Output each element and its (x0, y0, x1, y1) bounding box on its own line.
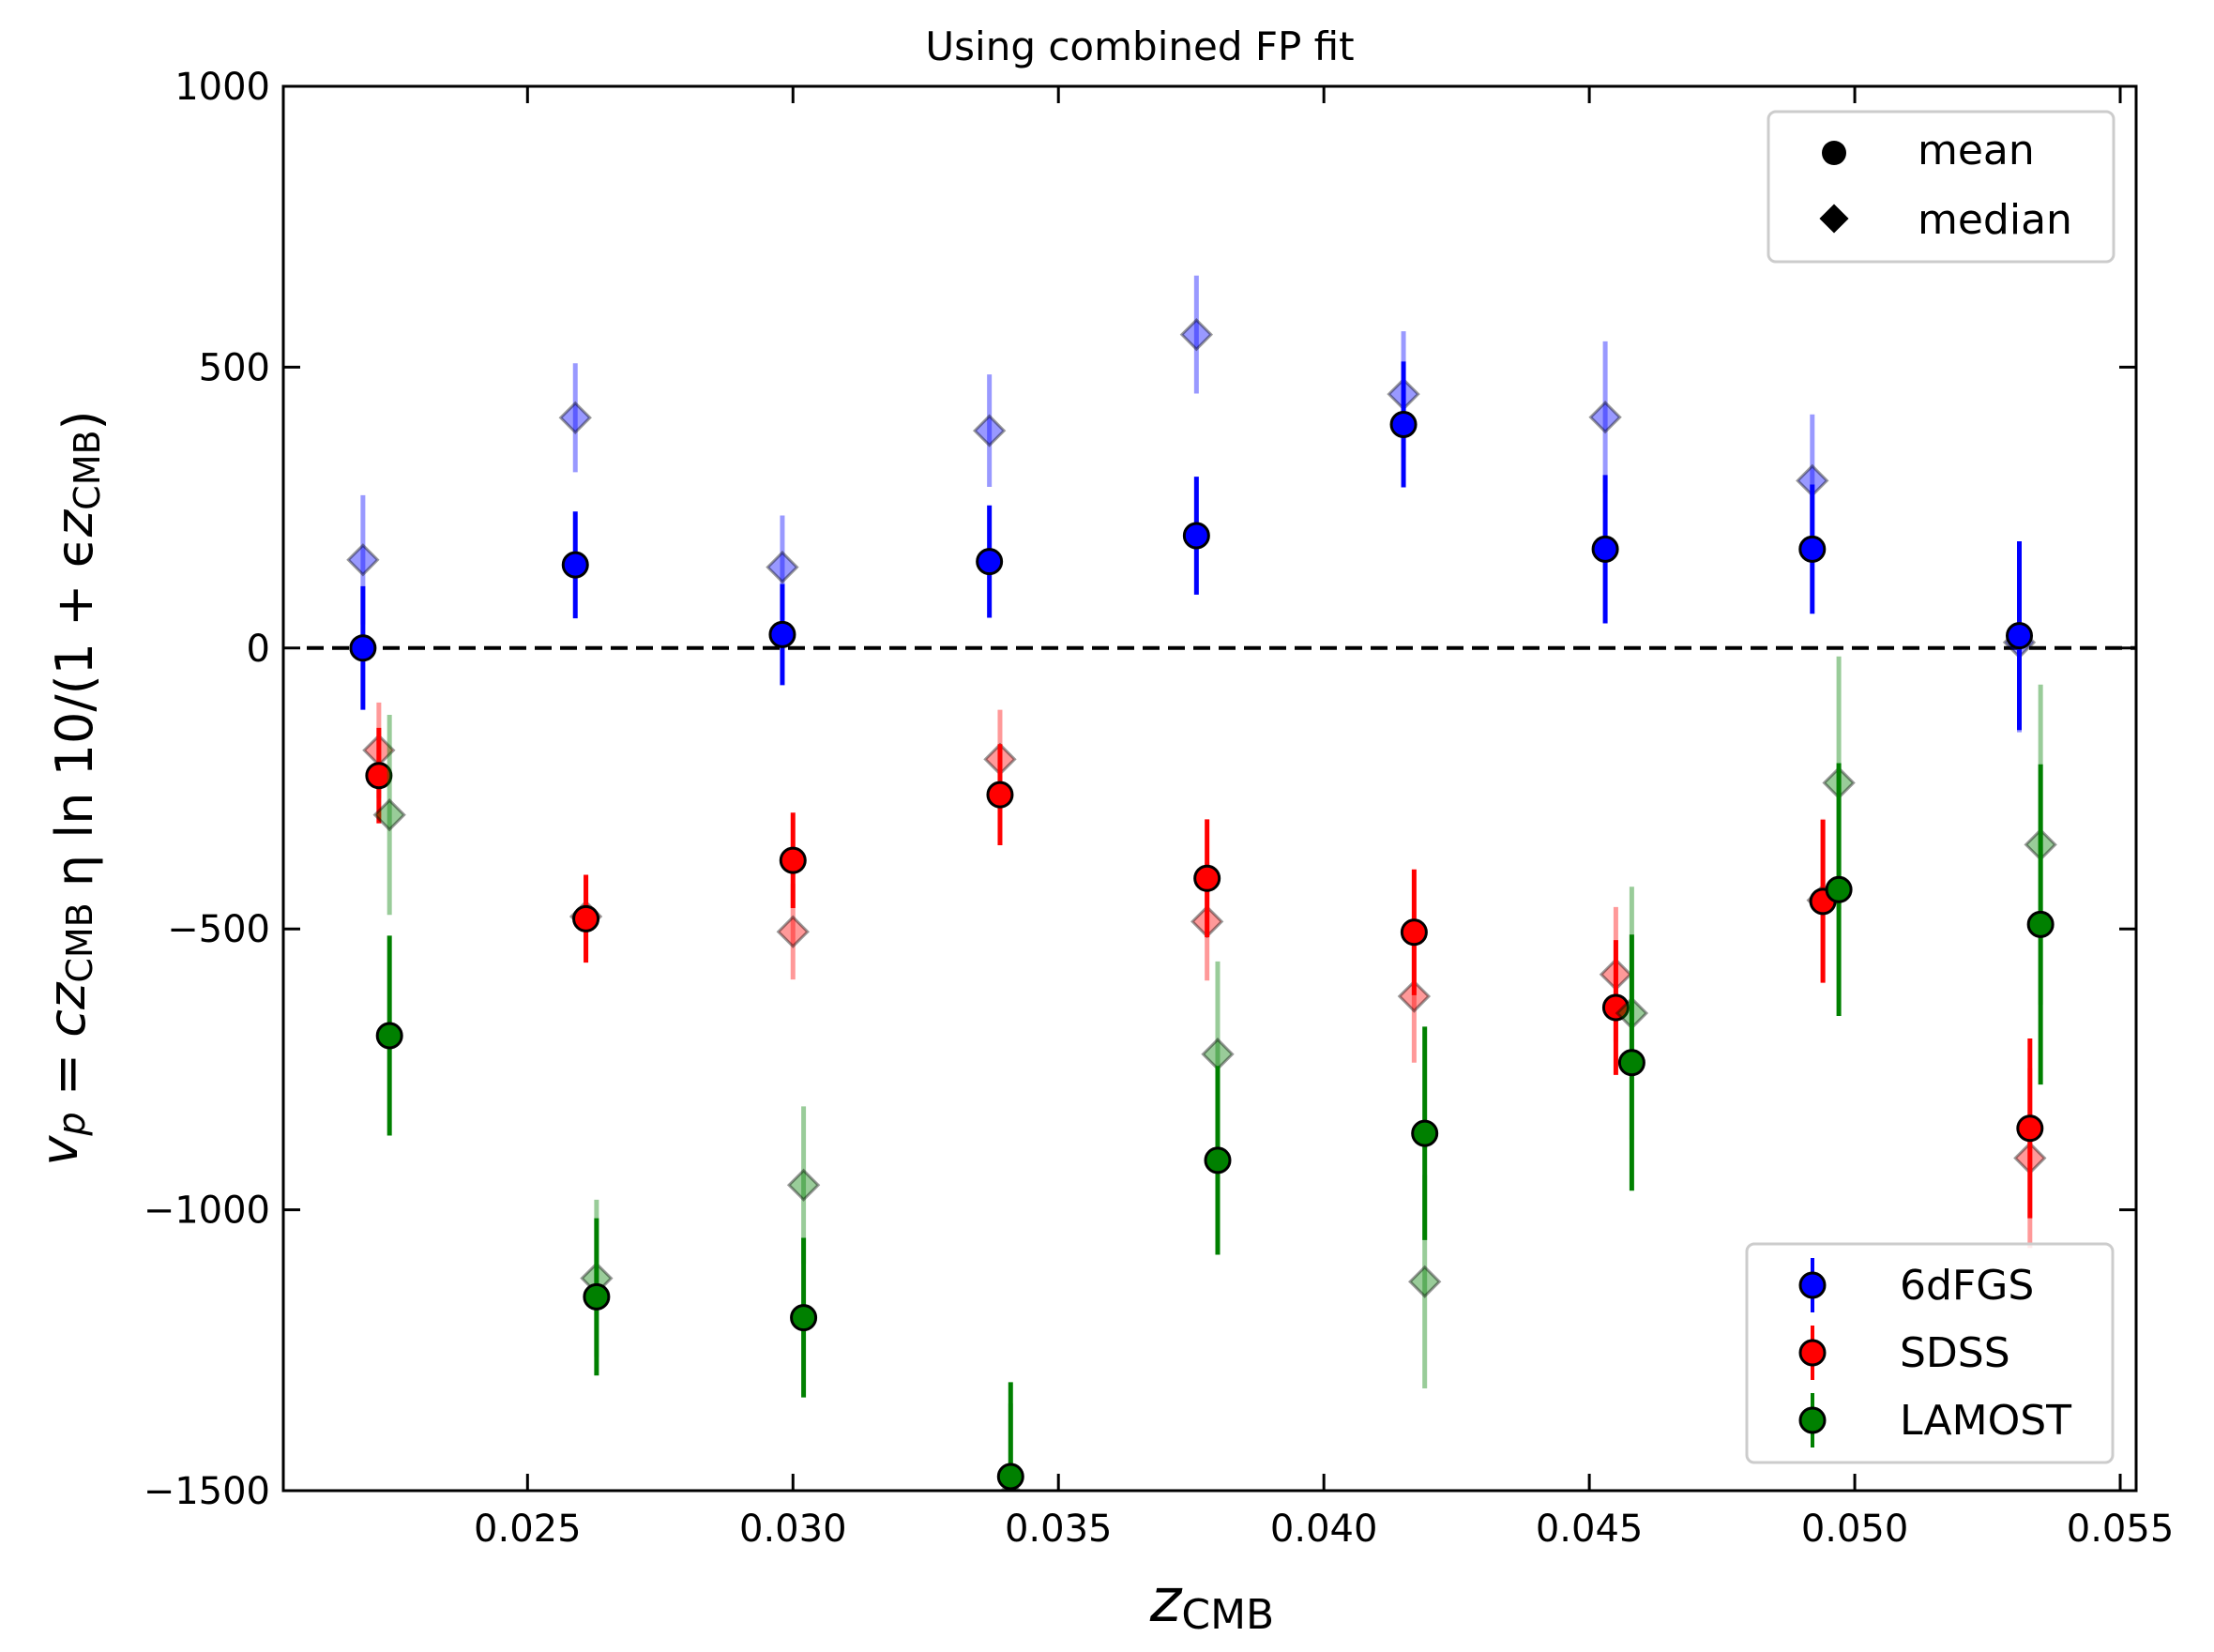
sdss-mean-point (572, 904, 600, 932)
x-axis-label-sub: CMB (1181, 1591, 1274, 1639)
6dfgs-median-point (346, 543, 380, 577)
y-tick-label: −500 (167, 908, 270, 951)
legend-6dfgs-label: 6dFGS (1900, 1262, 2034, 1310)
y-axis-label-part: z (45, 508, 104, 538)
legend-6dfgs-marker (1798, 1271, 1827, 1299)
y-axis-label: vp = czCMB η ln 10/(1 + ϵzCMB) (30, 410, 112, 1165)
x-axis-label: zCMB (1149, 1567, 1274, 1639)
y-axis-label-part: = c (38, 1009, 97, 1112)
lamost-median-point (993, 1479, 1027, 1491)
lamost-median-point (372, 797, 406, 832)
lamost-median-point (1408, 1265, 1442, 1298)
6dfgs-median-point (1179, 317, 1214, 352)
y-tick-label: −1500 (144, 1470, 270, 1513)
6dfgs-mean-point (1182, 522, 1210, 550)
y-axis-label-part: p (51, 1112, 94, 1136)
6dfgs-median-point (1796, 463, 1829, 498)
sdss-median-point (1397, 979, 1432, 1013)
legend-circle-marker (1822, 141, 1846, 165)
sdss-mean-point (1193, 864, 1221, 892)
legend-mean-label: mean (1918, 127, 2035, 174)
x-axis-label-main: z (1149, 1567, 1183, 1636)
lamost-mean-point (996, 1463, 1024, 1491)
6dfgs-mean-point (976, 548, 1004, 576)
y-axis-label-part: CMB (67, 430, 108, 509)
lamost-mean-point (1617, 1049, 1645, 1077)
legend-lamost-label: LAMOST (1900, 1397, 2071, 1445)
x-tick-label: 0.045 (1536, 1508, 1644, 1551)
x-tick-label: 0.035 (1005, 1508, 1113, 1551)
data-points (346, 275, 2057, 1491)
y-tick-label: 0 (247, 628, 270, 671)
x-tick-label: 0.030 (739, 1508, 847, 1551)
y-axis-label-part: z (38, 981, 97, 1010)
y-axis-label-part: v (30, 1135, 89, 1166)
6dfgs-mean-point (2006, 622, 2034, 650)
sdss-mean-point (365, 762, 393, 790)
sdss-mean-point (1601, 993, 1630, 1022)
sdss-mean-point (986, 781, 1014, 809)
series-legend-frame (1745, 1242, 2115, 1464)
lamost-median-point (1201, 1038, 1235, 1071)
lamost-mean-point (1204, 1146, 1232, 1175)
lamost-mean-point (2026, 910, 2055, 938)
sdss-median-point (776, 915, 810, 948)
legend-lamost-marker (1798, 1406, 1827, 1434)
6dfgs-mean-point (1798, 535, 1827, 563)
legend-sdss-label: SDSS (1900, 1329, 2010, 1377)
marker-legend: mean median (1767, 110, 2115, 264)
plot-frame (281, 84, 2138, 1493)
lamost-mean-point (583, 1282, 611, 1311)
series-legend: 6dFGS SDSS LAMOST (1745, 1242, 2115, 1464)
x-tick-label: 0.055 (2067, 1508, 2175, 1551)
6dfgs-median-point (972, 414, 1007, 447)
sdss-mean-point (1400, 918, 1428, 947)
6dfgs-mean-point (1389, 410, 1418, 438)
x-tick-label: 0.040 (1270, 1508, 1378, 1551)
axis-ticks: 0.025 0.030 0.035 0.040 0.045 0.050 0.055 −1500… (144, 66, 2175, 1551)
legend-sdss-marker (1798, 1339, 1827, 1367)
chart-title: Using combined FP fit (925, 23, 1354, 69)
6dfgs-median-point (558, 401, 592, 434)
6dfgs-median-point (766, 550, 799, 584)
y-axis-label-part: ) (53, 410, 112, 430)
y-tick-label: −1000 (144, 1190, 270, 1233)
6dfgs-mean-point (1591, 535, 1619, 563)
y-tick-label: 500 (199, 346, 270, 389)
sdss-mean-point (779, 846, 807, 874)
lamost-mean-point (790, 1304, 818, 1332)
y-axis-label-part: η ln 10/(1 + ϵ (45, 537, 104, 902)
sdss-mean-point (2016, 1114, 2044, 1143)
x-tick-label: 0.025 (474, 1508, 582, 1551)
lamost-mean-point (375, 1022, 403, 1050)
y-tick-label: 1000 (174, 66, 270, 109)
x-tick-label: 0.050 (1801, 1508, 1909, 1551)
y-axis-label-part: CMB (59, 902, 100, 982)
6dfgs-mean-point (768, 620, 796, 648)
lamost-median-point (786, 1168, 821, 1202)
6dfgs-mean-point (561, 551, 589, 579)
marker-legend-frame (1767, 110, 2115, 264)
6dfgs-median-point (1588, 401, 1622, 434)
legend-median-label: median (1918, 196, 2072, 244)
lamost-mean-point (1825, 875, 1853, 903)
6dfgs-mean-point (349, 634, 377, 662)
lamost-mean-point (1411, 1119, 1439, 1147)
